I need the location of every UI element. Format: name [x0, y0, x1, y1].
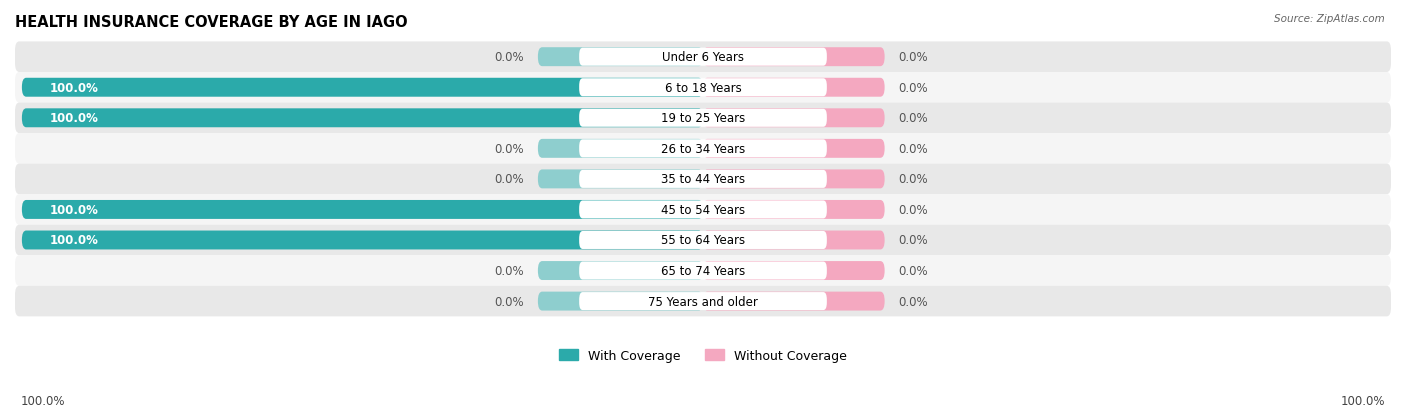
- FancyBboxPatch shape: [15, 195, 1391, 225]
- FancyBboxPatch shape: [15, 164, 1391, 195]
- FancyBboxPatch shape: [703, 200, 884, 219]
- FancyBboxPatch shape: [703, 261, 884, 280]
- Text: 0.0%: 0.0%: [495, 295, 524, 308]
- FancyBboxPatch shape: [15, 256, 1391, 286]
- FancyBboxPatch shape: [579, 262, 827, 280]
- Text: 0.0%: 0.0%: [898, 295, 928, 308]
- Text: 0.0%: 0.0%: [898, 204, 928, 216]
- FancyBboxPatch shape: [703, 231, 884, 250]
- Text: 100.0%: 100.0%: [49, 112, 98, 125]
- FancyBboxPatch shape: [579, 292, 827, 310]
- FancyBboxPatch shape: [703, 109, 884, 128]
- Text: 45 to 54 Years: 45 to 54 Years: [661, 204, 745, 216]
- FancyBboxPatch shape: [579, 140, 827, 158]
- Text: 19 to 25 Years: 19 to 25 Years: [661, 112, 745, 125]
- Text: HEALTH INSURANCE COVERAGE BY AGE IN IAGO: HEALTH INSURANCE COVERAGE BY AGE IN IAGO: [15, 15, 408, 30]
- FancyBboxPatch shape: [538, 292, 703, 311]
- Text: 26 to 34 Years: 26 to 34 Years: [661, 142, 745, 155]
- Text: 100.0%: 100.0%: [49, 234, 98, 247]
- FancyBboxPatch shape: [579, 171, 827, 188]
- FancyBboxPatch shape: [579, 109, 827, 128]
- FancyBboxPatch shape: [703, 292, 884, 311]
- Text: 0.0%: 0.0%: [495, 51, 524, 64]
- FancyBboxPatch shape: [22, 78, 703, 97]
- FancyBboxPatch shape: [15, 134, 1391, 164]
- Text: 100.0%: 100.0%: [1340, 394, 1385, 407]
- FancyBboxPatch shape: [15, 286, 1391, 317]
- Text: 55 to 64 Years: 55 to 64 Years: [661, 234, 745, 247]
- FancyBboxPatch shape: [579, 49, 827, 66]
- FancyBboxPatch shape: [15, 103, 1391, 134]
- FancyBboxPatch shape: [703, 140, 884, 159]
- Text: 0.0%: 0.0%: [898, 173, 928, 186]
- FancyBboxPatch shape: [15, 42, 1391, 73]
- FancyBboxPatch shape: [538, 48, 703, 67]
- FancyBboxPatch shape: [538, 140, 703, 159]
- Text: Under 6 Years: Under 6 Years: [662, 51, 744, 64]
- FancyBboxPatch shape: [22, 109, 703, 128]
- Text: 0.0%: 0.0%: [898, 51, 928, 64]
- Text: 0.0%: 0.0%: [898, 81, 928, 95]
- Text: 0.0%: 0.0%: [898, 112, 928, 125]
- FancyBboxPatch shape: [579, 79, 827, 97]
- Text: 0.0%: 0.0%: [495, 173, 524, 186]
- Text: 100.0%: 100.0%: [21, 394, 66, 407]
- FancyBboxPatch shape: [22, 231, 703, 250]
- Text: 65 to 74 Years: 65 to 74 Years: [661, 264, 745, 278]
- FancyBboxPatch shape: [703, 48, 884, 67]
- Text: 100.0%: 100.0%: [49, 81, 98, 95]
- Text: 35 to 44 Years: 35 to 44 Years: [661, 173, 745, 186]
- Text: 0.0%: 0.0%: [898, 264, 928, 278]
- Text: 75 Years and older: 75 Years and older: [648, 295, 758, 308]
- FancyBboxPatch shape: [538, 261, 703, 280]
- Text: 0.0%: 0.0%: [898, 234, 928, 247]
- Text: 0.0%: 0.0%: [495, 264, 524, 278]
- FancyBboxPatch shape: [579, 231, 827, 249]
- FancyBboxPatch shape: [22, 200, 703, 219]
- FancyBboxPatch shape: [579, 201, 827, 219]
- Text: 6 to 18 Years: 6 to 18 Years: [665, 81, 741, 95]
- Text: 100.0%: 100.0%: [49, 204, 98, 216]
- FancyBboxPatch shape: [703, 78, 884, 97]
- FancyBboxPatch shape: [15, 225, 1391, 256]
- FancyBboxPatch shape: [703, 170, 884, 189]
- Text: 0.0%: 0.0%: [898, 142, 928, 155]
- Text: 0.0%: 0.0%: [495, 142, 524, 155]
- Legend: With Coverage, Without Coverage: With Coverage, Without Coverage: [560, 349, 846, 362]
- FancyBboxPatch shape: [15, 73, 1391, 103]
- FancyBboxPatch shape: [538, 170, 703, 189]
- Text: Source: ZipAtlas.com: Source: ZipAtlas.com: [1274, 14, 1385, 24]
